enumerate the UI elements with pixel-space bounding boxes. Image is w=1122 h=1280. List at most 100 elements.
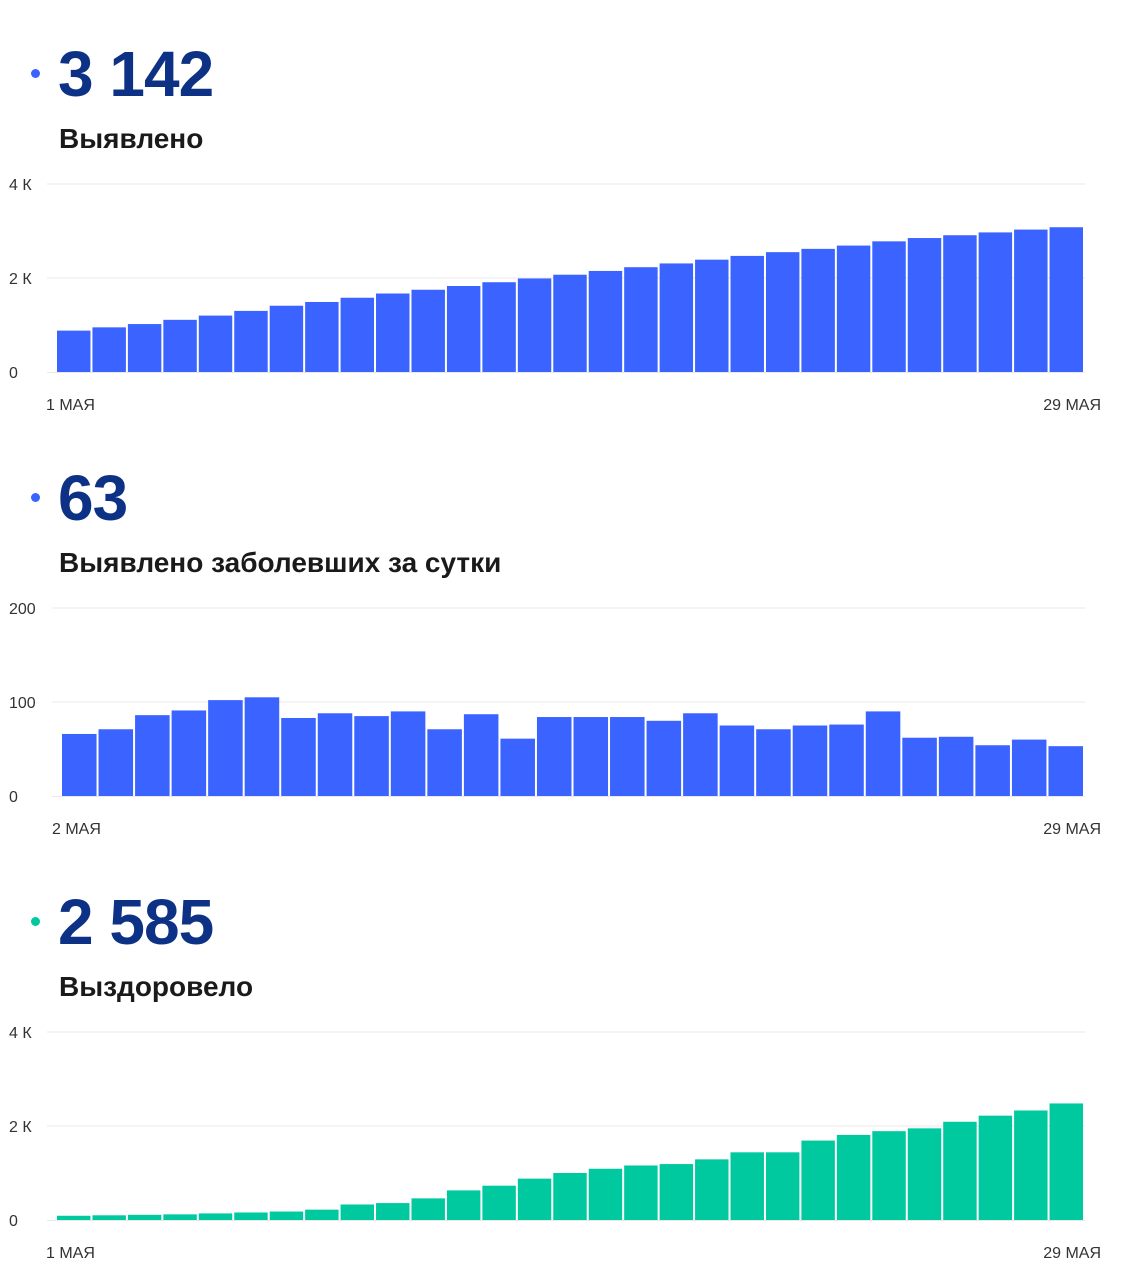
bar (234, 1212, 268, 1220)
x-tick-label-start: 1 МАЯ (46, 397, 95, 414)
bar (198, 1213, 233, 1220)
bar (792, 725, 828, 796)
bar (902, 737, 937, 796)
bar (163, 319, 197, 372)
bar (836, 1134, 871, 1220)
bar (57, 330, 91, 372)
x-tick-label-end: 29 МАЯ (1043, 397, 1101, 414)
bar (390, 711, 426, 796)
bar (305, 301, 339, 372)
bar (695, 1159, 729, 1220)
bar (801, 1140, 835, 1220)
bar (719, 725, 755, 796)
bar (943, 235, 977, 372)
bar (872, 241, 906, 372)
bar (872, 1131, 906, 1220)
y-tick-label: 200 (9, 601, 36, 618)
bar (198, 315, 233, 372)
bar (234, 310, 268, 372)
bar (695, 259, 729, 372)
bar (730, 1152, 764, 1220)
x-tick-label-start: 1 МАЯ (46, 1245, 95, 1262)
bar (127, 1214, 162, 1220)
x-tick-label-start: 2 МАЯ (52, 821, 101, 838)
bar (943, 1121, 977, 1220)
series-dot-icon (31, 493, 40, 502)
y-tick-label: 2 К (9, 1119, 32, 1136)
bar (836, 245, 871, 372)
bar (57, 1215, 91, 1220)
bar (610, 717, 645, 796)
bar (163, 1214, 197, 1220)
bar (376, 293, 410, 372)
bar (376, 1203, 410, 1220)
bar (829, 724, 864, 796)
chart-recovered: 0 2 К 4 К 1 МАЯ 29 МАЯ (9, 1025, 1101, 1262)
bar (1011, 739, 1047, 796)
bar (317, 713, 353, 796)
y-tick-label: 2 К (9, 271, 32, 288)
y-tick-label: 0 (9, 365, 18, 382)
bar (269, 305, 304, 372)
bar (907, 1128, 942, 1220)
bar (427, 729, 462, 796)
series-dot-icon (31, 69, 40, 78)
bar (573, 717, 609, 796)
bar (588, 1168, 623, 1220)
confirmed-label: Выявлено (59, 123, 204, 154)
bar (98, 729, 134, 796)
bar (765, 252, 800, 372)
bar (1014, 229, 1048, 372)
bar (244, 697, 280, 796)
bar (411, 1198, 445, 1220)
confirmed-total-value: 3 142 (58, 38, 214, 110)
bar (938, 736, 974, 796)
bar (624, 1165, 658, 1220)
bar (340, 297, 375, 372)
bar (127, 324, 162, 372)
bar (62, 733, 97, 796)
bar (517, 278, 552, 372)
bar (208, 700, 243, 796)
bar (463, 714, 499, 796)
bar (305, 1209, 339, 1220)
bar (92, 327, 126, 372)
bar (446, 285, 481, 372)
bar (865, 711, 901, 796)
chart-confirmed: 0 2 К 4 К 1 МАЯ 29 МАЯ (9, 177, 1101, 414)
bar (756, 729, 791, 796)
bar (482, 1185, 516, 1220)
bar (553, 1173, 587, 1220)
bar (730, 255, 764, 372)
bar (92, 1215, 126, 1220)
bar (978, 1115, 1013, 1220)
y-tick-label: 0 (9, 1213, 18, 1230)
bar (683, 713, 718, 796)
x-tick-label-end: 29 МАЯ (1043, 821, 1101, 838)
bar (269, 1211, 304, 1220)
bar (340, 1204, 375, 1220)
y-tick-label: 100 (9, 695, 36, 712)
bar (765, 1152, 800, 1220)
recovered-label: Выздоровело (59, 971, 254, 1002)
bar (517, 1178, 552, 1220)
daily-new-label: Выявлено заболевших за сутки (59, 547, 502, 578)
bar (907, 238, 942, 372)
bar (624, 267, 658, 372)
y-tick-label: 0 (9, 789, 18, 806)
bar (1048, 746, 1083, 796)
bar (659, 263, 694, 372)
bar (482, 282, 516, 372)
bar (446, 1190, 481, 1220)
bar (646, 720, 682, 796)
bar (588, 270, 623, 372)
bar (536, 717, 572, 796)
bar (500, 738, 535, 796)
bar (975, 745, 1010, 796)
y-tick-label: 4 К (9, 177, 32, 194)
bar (978, 232, 1013, 372)
chart-daily: 0 100 200 2 МАЯ 29 МАЯ (9, 601, 1101, 838)
bar (1049, 1103, 1083, 1220)
y-tick-label: 4 К (9, 1025, 32, 1042)
bar (135, 715, 170, 796)
